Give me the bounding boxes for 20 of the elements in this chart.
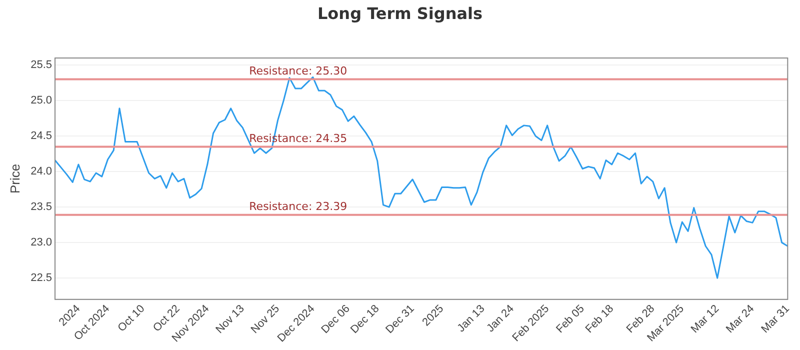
y-tick-label: 24.0 [30,166,52,178]
y-tick-label: 23.0 [30,236,52,249]
x-tick-label: Dec 18 [348,302,382,336]
chart-title: Long Term Signals [316,4,484,23]
ref-line-label: Resistance: 23.39 [249,200,348,214]
x-tick-label: Feb 18 [583,302,616,336]
x-tick-label: Nov 13 [214,302,247,336]
x-tick-label: Mar 31 [759,302,792,336]
ref-line-label: Resistance: 25.30 [249,64,348,78]
x-tick-label: Mar 24 [724,302,757,336]
y-tick-label: 23.5 [30,201,52,214]
y-tick-label: 25.0 [30,94,52,107]
y-tick-label: 24.5 [30,130,52,142]
x-tick-label: Dec 31 [384,302,417,336]
x-tick-label: Oct 10 [116,302,148,334]
y-tick-label: 25.5 [30,59,52,72]
x-tick-label: Jan 13 [455,302,488,335]
y-axis-title: Price [7,164,22,194]
y-tick-label: 22.5 [30,272,52,284]
x-tick-label: Mar 12 [688,302,722,336]
